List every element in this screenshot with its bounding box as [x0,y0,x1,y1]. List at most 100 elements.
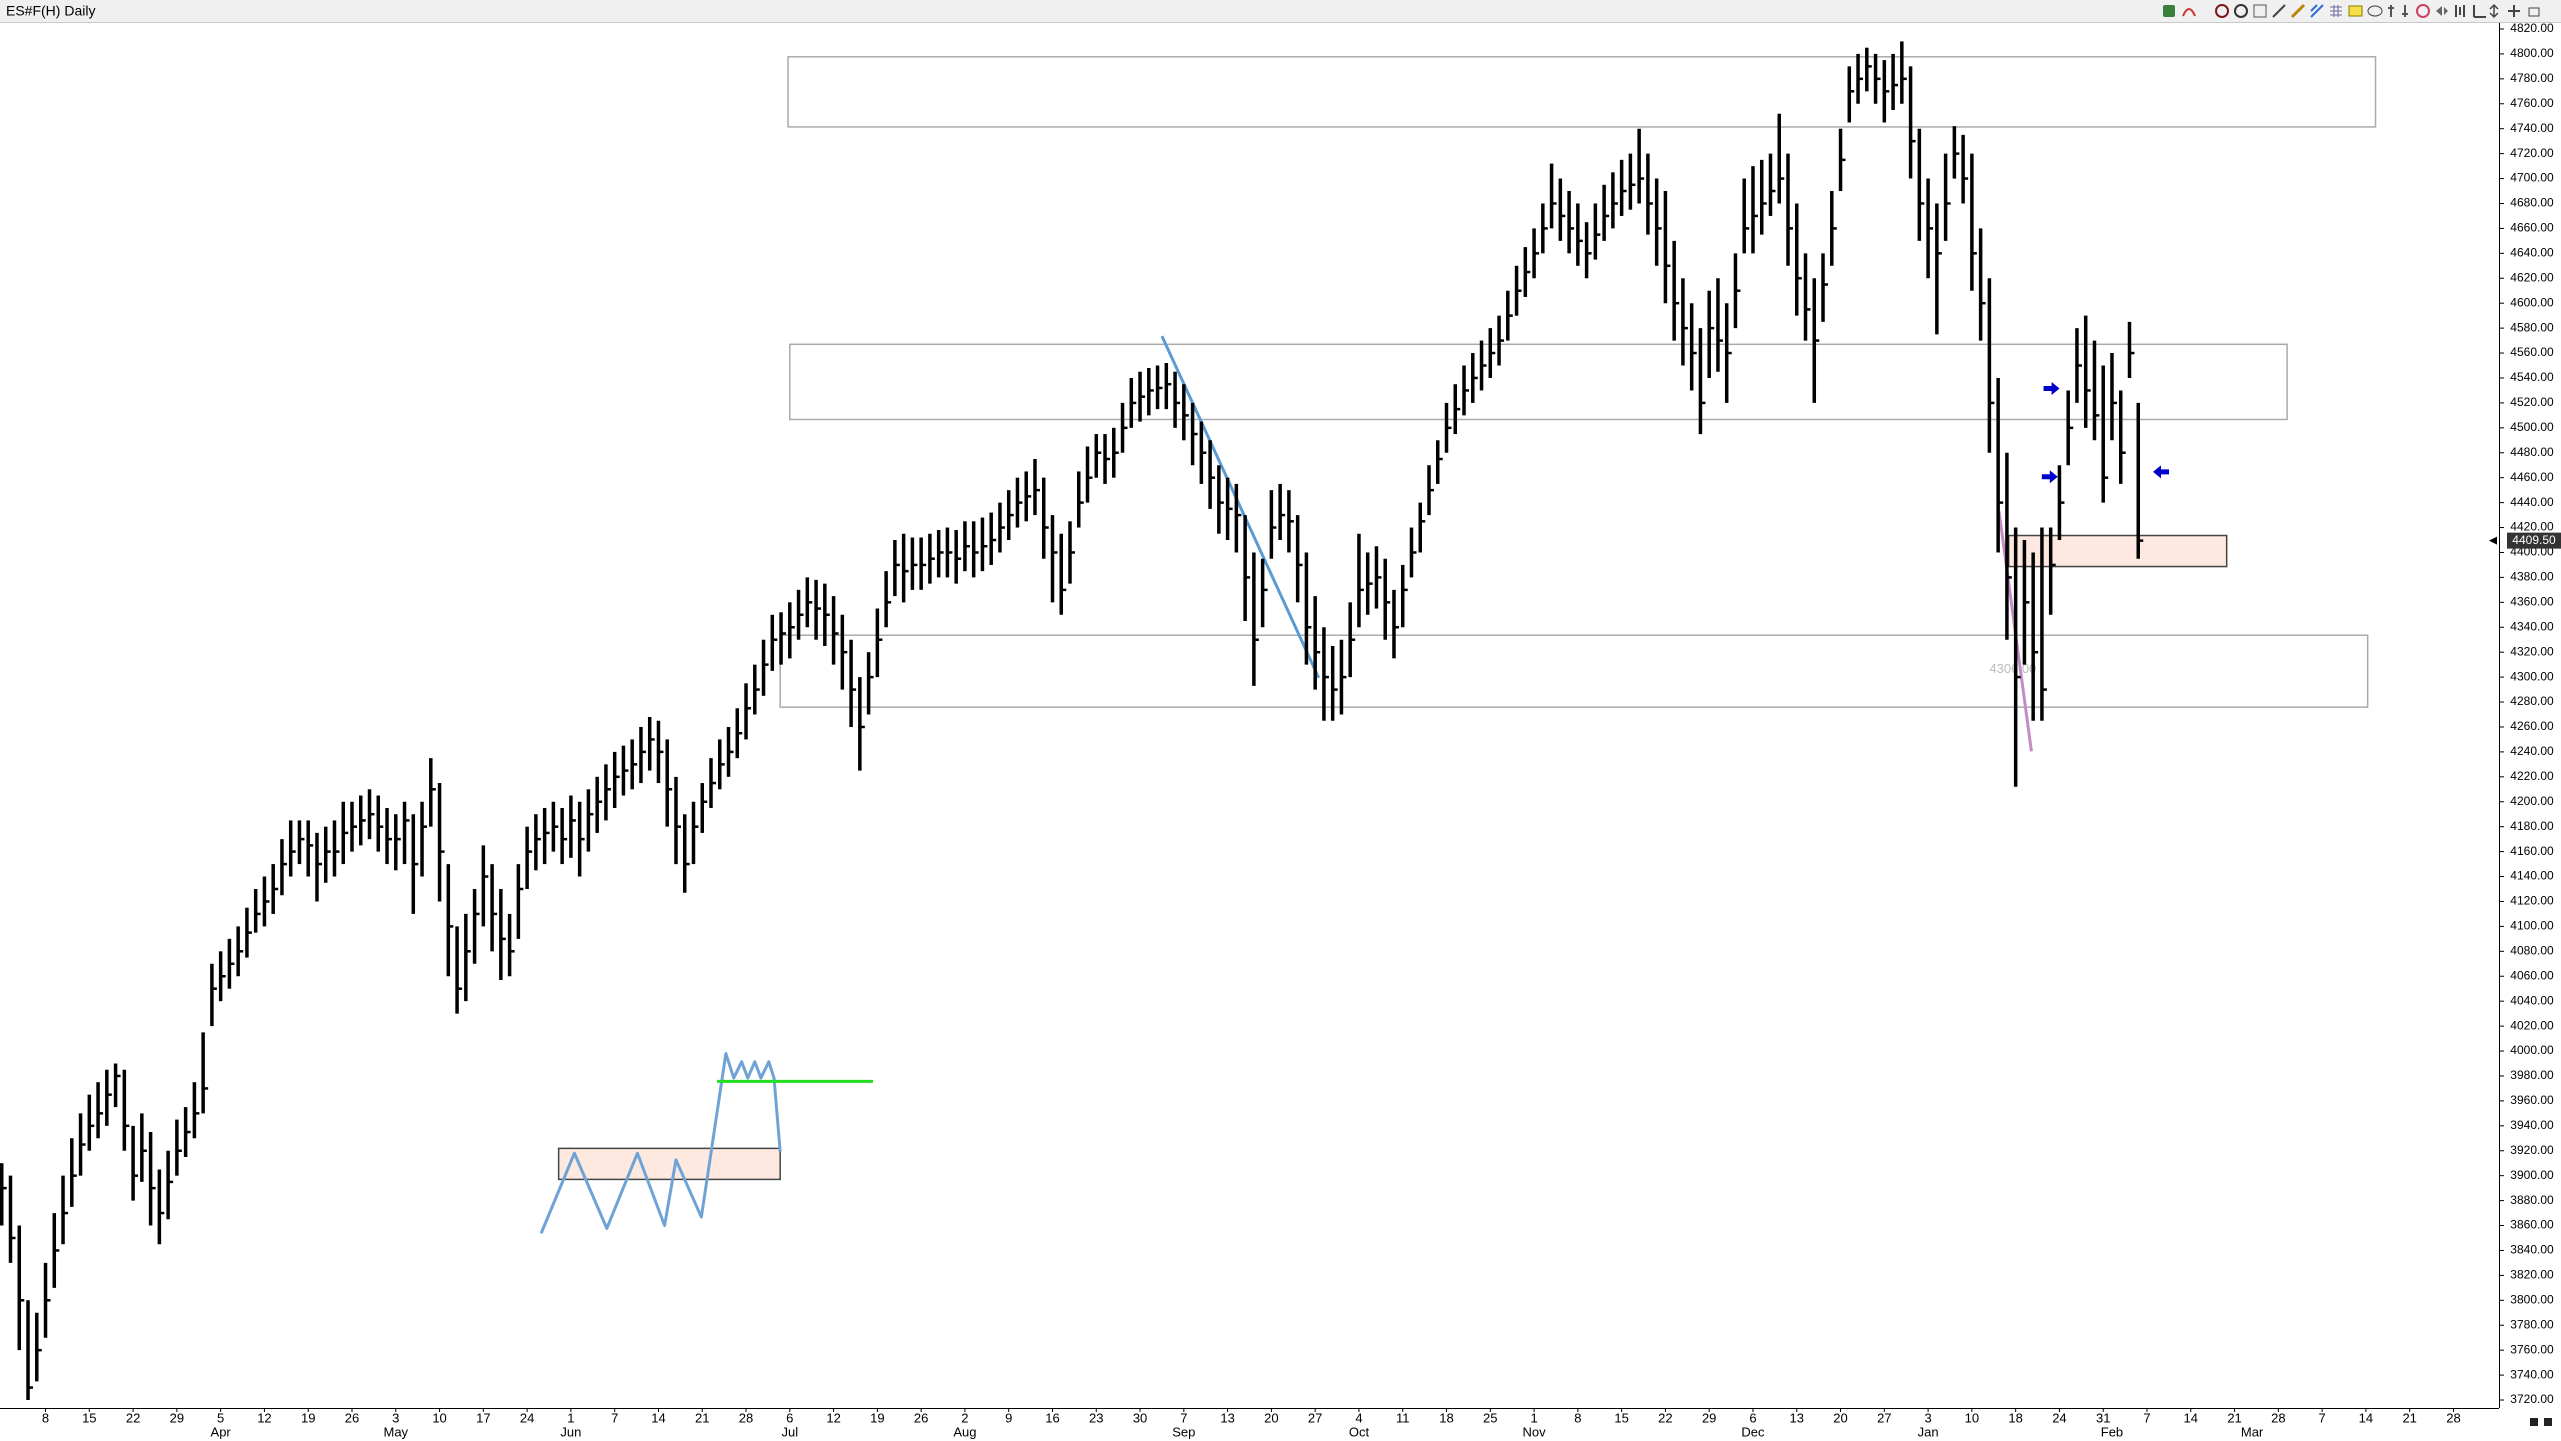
month-label: Oct [1349,1424,1370,1439]
x-tick-label: 6 [1749,1410,1756,1425]
last-price-label: 4409.50 [2512,533,2556,547]
x-tick-label: 30 [1133,1410,1147,1425]
tool-icon[interactable] [2416,4,2430,18]
month-label: Nov [1523,1424,1547,1439]
y-tick-label: 4700.00 [2510,171,2554,185]
x-tick-label: 17 [476,1410,490,1425]
tool-icon[interactable] [2436,6,2448,16]
x-tick-label: 21 [2402,1410,2416,1425]
y-tick-label: 4440.00 [2510,495,2554,509]
y-tick-label: 3960.00 [2510,1093,2554,1107]
x-tick-label: 12 [257,1410,271,1425]
x-tick-label: 6 [786,1410,793,1425]
tool-icon[interactable] [2330,5,2342,17]
tool-icon[interactable] [2272,4,2286,18]
tool-icon[interactable] [2528,7,2540,17]
y-tick-label: 4800.00 [2510,46,2554,60]
month-label: May [383,1424,408,1439]
tool-icon[interactable] [2253,4,2267,18]
zone [557,1147,781,1181]
month-label: Jan [1918,1424,1939,1439]
x-tick-label: 5 [217,1410,224,1425]
scroll-buttons[interactable] [2530,1418,2552,1426]
tool-icon[interactable] [2473,5,2486,18]
drawn-line [1160,335,1321,679]
y-tick-label: 4460.00 [2510,470,2554,484]
y-tick-label: 4480.00 [2510,445,2554,459]
tool-icon[interactable] [2234,4,2248,18]
x-tick-label: 21 [2227,1410,2241,1425]
x-tick-label: 4 [1355,1410,1362,1425]
x-tick-label: 7 [1180,1410,1187,1425]
y-tick-label: 4220.00 [2510,769,2554,783]
month-label: Sep [1172,1424,1195,1439]
x-tick-label: 31 [2096,1410,2110,1425]
x-tick-label: 2 [961,1410,968,1425]
marker-arrow [2043,381,2060,395]
x-tick-label: 7 [611,1410,618,1425]
x-tick-label: 20 [1833,1410,1847,1425]
zone [2007,534,2228,568]
y-tick-label: 4820.00 [2510,21,2554,35]
plot-area: 4306.00 [0,41,2377,1401]
x-tick-label: 28 [739,1410,753,1425]
y-tick-label: 4340.00 [2510,619,2554,633]
y-tick-label: 4180.00 [2510,819,2554,833]
y-tick-label: 3740.00 [2510,1367,2554,1381]
month-label: Feb [2101,1424,2123,1439]
tool-icon[interactable] [2290,3,2306,19]
month-label: Jul [781,1424,798,1439]
y-tick-label: 4760.00 [2510,96,2554,110]
y-tick-label: 4060.00 [2510,968,2554,982]
x-tick-label: 18 [2008,1410,2022,1425]
y-tick-label: 4080.00 [2510,943,2554,957]
tool-icon[interactable] [2348,5,2363,17]
x-tick-label: 12 [826,1410,840,1425]
y-tick-label: 4660.00 [2510,221,2554,235]
x-tick-label: 26 [914,1410,928,1425]
y-tick-label: 4020.00 [2510,1018,2554,1032]
y-tick-label: 4280.00 [2510,694,2554,708]
x-tick-label: 15 [82,1410,96,1425]
y-tick-label: 3880.00 [2510,1193,2554,1207]
y-tick-label: 4720.00 [2510,146,2554,160]
tool-icon[interactable] [2182,8,2196,17]
y-tick-label: 3920.00 [2510,1143,2554,1157]
y-tick-label: 4040.00 [2510,993,2554,1007]
tool-icon[interactable] [2388,5,2394,17]
tool-icon[interactable] [2455,5,2465,17]
y-tick-label: 3760.00 [2510,1342,2554,1356]
x-tick-label: 29 [170,1410,184,1425]
zone [779,634,2369,708]
x-tick-label: 9 [1005,1410,1012,1425]
axes: 3720.00 3740.00 3760.00 3780.00 3800.00 3820.… [42,21,2561,1439]
x-tick-label: 22 [1658,1410,1672,1425]
y-tick-label: 4680.00 [2510,196,2554,210]
x-tick-label: 24 [520,1410,534,1425]
y-tick-label: 3720.00 [2510,1392,2554,1406]
y-tick-label: 4320.00 [2510,644,2554,658]
tool-icon[interactable] [2489,3,2499,19]
tool-icon[interactable] [2367,5,2383,17]
y-tick-label: 4540.00 [2510,370,2554,384]
tool-icon[interactable] [2310,4,2324,18]
tool-icon[interactable] [2163,5,2175,17]
x-tick-label: 3 [392,1410,399,1425]
toolbar[interactable] [2163,3,2540,19]
month-label: Dec [1741,1424,1765,1439]
tool-icon[interactable] [2402,5,2408,17]
x-tick-label: 14 [2184,1410,2198,1425]
y-tick-label: 3940.00 [2510,1118,2554,1132]
tool-icon[interactable] [2215,4,2229,18]
x-tick-label: 23 [1089,1410,1103,1425]
x-tick-label: 15 [1614,1410,1628,1425]
y-tick-label: 4000.00 [2510,1043,2554,1057]
last-price-box [2507,532,2561,549]
x-tick-label: 29 [1702,1410,1716,1425]
y-tick-label: 4140.00 [2510,869,2554,883]
month-label: Jun [560,1424,581,1439]
x-tick-label: 24 [2052,1410,2066,1425]
tool-icon[interactable] [2508,5,2520,17]
